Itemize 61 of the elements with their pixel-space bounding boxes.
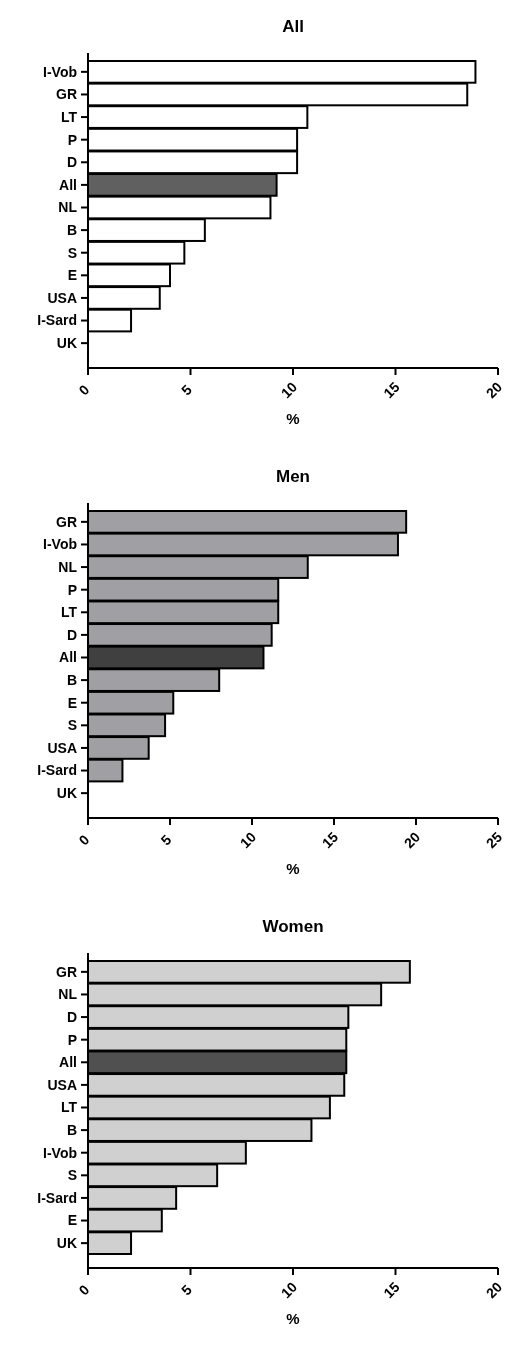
x-tick-label: 15 <box>318 828 342 852</box>
x-tick-label: 10 <box>277 1278 301 1302</box>
x-tick-label: 20 <box>400 828 424 852</box>
x-axis-title: % <box>286 860 300 877</box>
y-tick-label: P <box>67 581 77 598</box>
y-tick-label: All <box>59 176 77 193</box>
x-tick-label: 15 <box>380 1278 403 1302</box>
x-tick-label: 5 <box>157 831 175 849</box>
x-tick-label: 0 <box>75 831 93 849</box>
x-tick-label: 10 <box>277 378 301 402</box>
y-tick-label: GR <box>56 963 77 980</box>
chart-title: All <box>282 17 304 36</box>
y-tick-label: E <box>67 694 77 711</box>
y-tick-label: I-Vob <box>43 536 77 553</box>
y-tick-label: E <box>67 267 77 284</box>
y-tick-label: All <box>59 649 77 666</box>
y-tick-label: UK <box>56 1235 77 1252</box>
y-tick-label: USA <box>47 1076 77 1093</box>
y-tick-label: GR <box>56 86 77 103</box>
y-tick-label: UK <box>56 785 77 802</box>
y-tick-label: P <box>67 131 77 148</box>
y-tick-label: I-Sard <box>37 1189 77 1206</box>
y-tick-label: B <box>66 1122 77 1139</box>
x-tick-label: 5 <box>178 1281 195 1299</box>
y-tick-label: GR <box>56 513 77 530</box>
y-tick-label: All <box>59 1054 77 1071</box>
y-tick-label: LT <box>60 108 78 125</box>
y-tick-label: NL <box>58 558 78 575</box>
y-tick-label: I-Sard <box>37 762 77 779</box>
chart-title: Women <box>262 917 324 936</box>
x-tick-label: 20 <box>482 1278 506 1302</box>
y-tick-label: USA <box>47 289 77 306</box>
y-tick-label: E <box>67 1212 77 1229</box>
y-tick-label: UK <box>56 335 77 352</box>
y-tick-label: D <box>66 1008 77 1025</box>
y-tick-label: I-Vob <box>43 1144 77 1161</box>
y-tick-label: LT <box>60 604 78 621</box>
y-tick-label: S <box>67 244 77 261</box>
y-tick-label: D <box>66 626 77 643</box>
x-tick-label: 20 <box>482 378 506 402</box>
x-tick-label: 5 <box>178 381 195 399</box>
y-tick-label: B <box>66 672 77 689</box>
y-tick-label: USA <box>47 739 77 756</box>
y-tick-label: B <box>66 222 77 239</box>
y-tick-label: NL <box>58 986 78 1003</box>
x-axis-title: % <box>286 410 300 427</box>
y-tick-label: P <box>67 1031 77 1048</box>
x-tick-label: 0 <box>75 1281 93 1299</box>
y-tick-label: S <box>67 1167 77 1184</box>
x-tick-label: 15 <box>380 378 403 402</box>
chart-title: Men <box>276 467 310 486</box>
x-tick-label: 10 <box>236 828 260 852</box>
y-tick-label: D <box>66 154 77 171</box>
y-tick-label: I-Sard <box>37 312 77 329</box>
x-tick-label: 25 <box>482 828 506 852</box>
x-axis-title: % <box>286 1310 300 1327</box>
x-tick-label: 0 <box>75 381 93 399</box>
y-tick-label: NL <box>58 199 78 216</box>
y-tick-label: LT <box>60 1099 78 1116</box>
y-tick-label: S <box>67 717 77 734</box>
y-tick-label: I-Vob <box>43 63 77 80</box>
